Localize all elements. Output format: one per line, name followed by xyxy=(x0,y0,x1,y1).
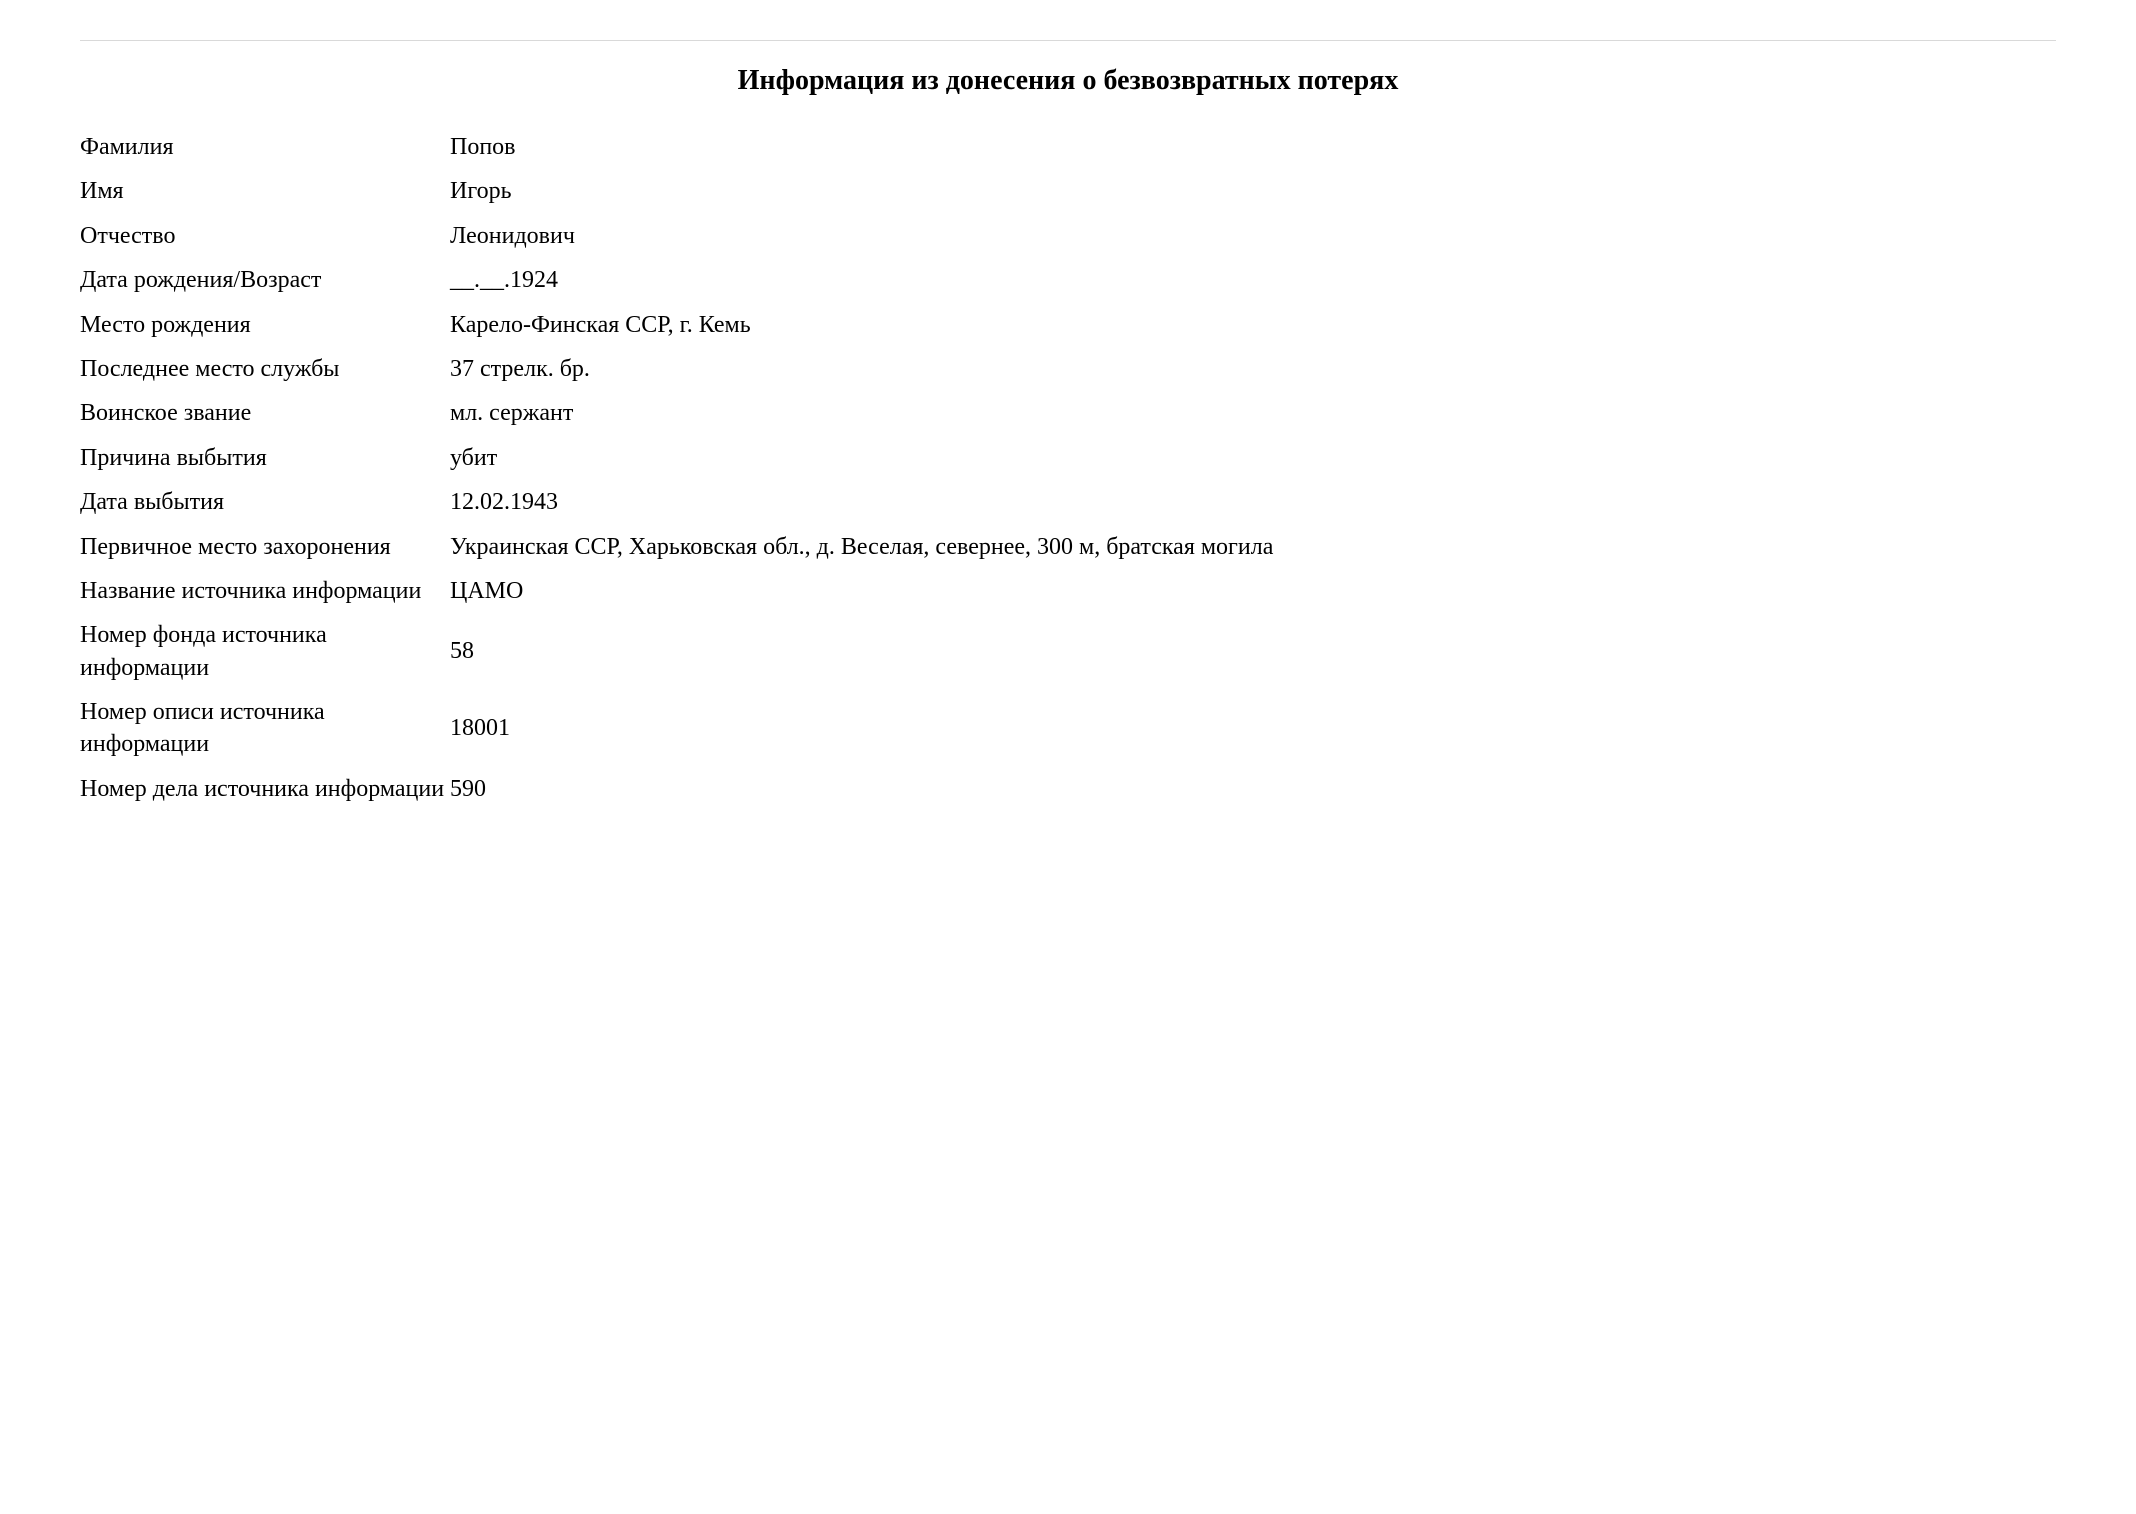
table-row: Номер дела источника информации 590 xyxy=(80,767,2056,811)
field-label: Фамилия xyxy=(80,125,450,169)
table-row: Отчество Леонидович xyxy=(80,214,2056,258)
field-value: Игорь xyxy=(450,169,2056,213)
record-table: Фамилия Попов Имя Игорь Отчество Леонидо… xyxy=(80,125,2056,811)
field-label: Название источника информации xyxy=(80,569,450,613)
table-row: Номер фонда источника информации 58 xyxy=(80,613,2056,690)
field-label: Место рождения xyxy=(80,303,450,347)
field-value: 12.02.1943 xyxy=(450,480,2056,524)
field-value: мл. сержант xyxy=(450,391,2056,435)
field-label: Последнее место службы xyxy=(80,347,450,391)
table-row: Дата выбытия 12.02.1943 xyxy=(80,480,2056,524)
field-label: Номер дела источника информации xyxy=(80,767,450,811)
field-label: Дата выбытия xyxy=(80,480,450,524)
table-row: Название источника информации ЦАМО xyxy=(80,569,2056,613)
field-label: Воинское звание xyxy=(80,391,450,435)
table-row: Дата рождения/Возраст __.__.1924 xyxy=(80,258,2056,302)
field-value: 18001 xyxy=(450,690,2056,767)
field-value: убит xyxy=(450,436,2056,480)
top-divider xyxy=(80,40,2056,41)
field-label: Имя xyxy=(80,169,450,213)
field-label: Номер фонда источника информации xyxy=(80,613,450,690)
table-row: Номер описи источника информации 18001 xyxy=(80,690,2056,767)
field-value: ЦАМО xyxy=(450,569,2056,613)
table-row: Причина выбытия убит xyxy=(80,436,2056,480)
field-value: 37 стрелк. бр. xyxy=(450,347,2056,391)
table-row: Последнее место службы 37 стрелк. бр. xyxy=(80,347,2056,391)
table-row: Имя Игорь xyxy=(80,169,2056,213)
field-label: Дата рождения/Возраст xyxy=(80,258,450,302)
field-label: Причина выбытия xyxy=(80,436,450,480)
table-row: Место рождения Карело-Финская ССР, г. Ке… xyxy=(80,303,2056,347)
table-row: Воинское звание мл. сержант xyxy=(80,391,2056,435)
field-label: Первичное место захоронения xyxy=(80,525,450,569)
document-title: Информация из донесения о безвозвратных … xyxy=(80,65,2056,97)
field-value: 58 xyxy=(450,613,2056,690)
field-label: Отчество xyxy=(80,214,450,258)
field-label: Номер описи источника информации xyxy=(80,690,450,767)
field-value: Украинская ССР, Харьковская обл., д. Вес… xyxy=(450,525,2056,569)
field-value: Леонидович xyxy=(450,214,2056,258)
field-value: __.__.1924 xyxy=(450,258,2056,302)
field-value: Попов xyxy=(450,125,2056,169)
field-value: 590 xyxy=(450,767,2056,811)
record-table-body: Фамилия Попов Имя Игорь Отчество Леонидо… xyxy=(80,125,2056,811)
table-row: Фамилия Попов xyxy=(80,125,2056,169)
table-row: Первичное место захоронения Украинская С… xyxy=(80,525,2056,569)
field-value: Карело-Финская ССР, г. Кемь xyxy=(450,303,2056,347)
